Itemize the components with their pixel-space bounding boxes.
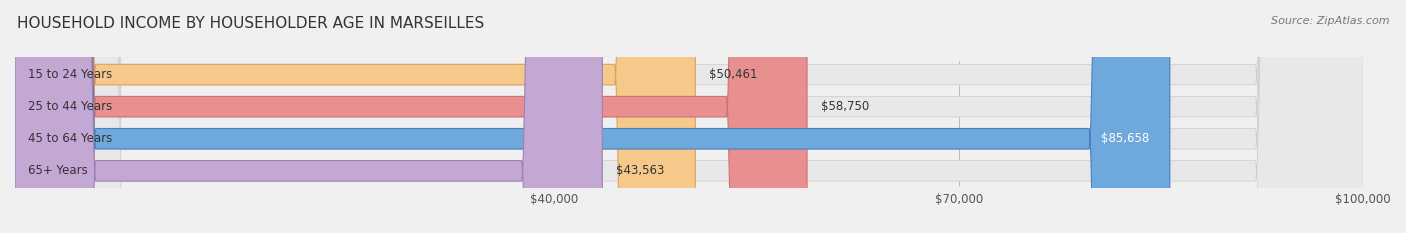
Text: 65+ Years: 65+ Years bbox=[28, 164, 89, 177]
Text: $85,658: $85,658 bbox=[1101, 132, 1150, 145]
Text: Source: ZipAtlas.com: Source: ZipAtlas.com bbox=[1271, 16, 1389, 26]
FancyBboxPatch shape bbox=[15, 0, 1364, 233]
FancyBboxPatch shape bbox=[15, 0, 807, 233]
Text: 45 to 64 Years: 45 to 64 Years bbox=[28, 132, 112, 145]
FancyBboxPatch shape bbox=[15, 0, 1170, 233]
Text: $43,563: $43,563 bbox=[616, 164, 664, 177]
Text: HOUSEHOLD INCOME BY HOUSEHOLDER AGE IN MARSEILLES: HOUSEHOLD INCOME BY HOUSEHOLDER AGE IN M… bbox=[17, 16, 484, 31]
FancyBboxPatch shape bbox=[15, 0, 1364, 233]
Text: $58,750: $58,750 bbox=[821, 100, 869, 113]
Text: 25 to 44 Years: 25 to 44 Years bbox=[28, 100, 112, 113]
FancyBboxPatch shape bbox=[15, 0, 696, 233]
FancyBboxPatch shape bbox=[15, 0, 1364, 233]
Text: 15 to 24 Years: 15 to 24 Years bbox=[28, 68, 112, 81]
FancyBboxPatch shape bbox=[15, 0, 1364, 233]
Text: $50,461: $50,461 bbox=[709, 68, 758, 81]
FancyBboxPatch shape bbox=[15, 0, 602, 233]
